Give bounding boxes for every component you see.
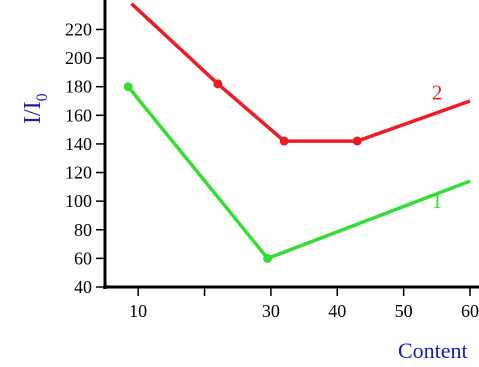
- x-tick-label: 60: [461, 301, 479, 321]
- y-tick-label: 140: [65, 134, 92, 154]
- x-tick-label: 30: [262, 301, 280, 321]
- data-point-2: [213, 79, 223, 89]
- data-point-2: [352, 136, 362, 146]
- y-tick-label: 40: [74, 277, 92, 297]
- series-1: [123, 82, 471, 263]
- series-label-2: 2: [432, 80, 443, 104]
- labels-layer: Content I/I0: [20, 93, 468, 363]
- y-tick-label: 200: [65, 48, 92, 68]
- y-axis-title-main: I/I: [20, 101, 46, 124]
- axes: 40 60 80 100 120 140 160 180 200 220 10 30 40 50 60: [65, 0, 479, 321]
- y-axis-title: I/I0: [20, 93, 51, 124]
- data-point-1: [123, 82, 133, 92]
- y-axis-title-subscript: 0: [34, 93, 51, 101]
- x-tick-label: 50: [395, 301, 413, 321]
- y-tick-label: 60: [74, 248, 92, 268]
- series-line-2: [130, 2, 471, 143]
- data-point-2: [279, 136, 289, 146]
- y-tick-label: 80: [74, 220, 92, 240]
- y-tick-label: 160: [65, 105, 92, 125]
- y-tick-label: 220: [65, 19, 92, 39]
- series-layer: 12: [123, 2, 471, 263]
- data-point-1: [263, 253, 273, 263]
- x-axis-title: Content: [398, 338, 468, 362]
- series-line-1: [126, 85, 471, 261]
- series-2: [130, 2, 471, 146]
- series-label-1: 1: [432, 189, 443, 213]
- y-tick-label: 180: [65, 77, 92, 97]
- y-tick-label: 120: [65, 163, 92, 183]
- x-tick-label: 10: [129, 301, 147, 321]
- x-tick-label: 40: [328, 301, 346, 321]
- y-tick-label: 100: [65, 191, 92, 211]
